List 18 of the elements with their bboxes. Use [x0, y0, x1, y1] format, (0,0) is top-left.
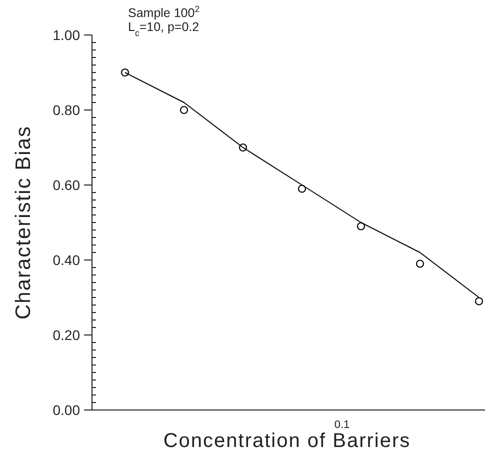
annotation: L$_{c}$=10, p=0.2: [128, 20, 200, 38]
y-tick-label: 1.00: [52, 26, 80, 43]
y-tick-label: 0.80: [52, 102, 80, 118]
y-tick-label: 0.60: [52, 176, 80, 193]
point: [416, 260, 424, 268]
text: 0.1: [334, 419, 350, 431]
text: Sample 100$^{2}$: [128, 4, 200, 20]
point: [238, 143, 248, 152]
point: [298, 184, 306, 193]
y-axis-title: Characteristic Bias: [12, 125, 35, 320]
text: 0.00: [52, 402, 80, 418]
point: [180, 106, 188, 114]
y-tick-label: 0.40: [52, 252, 80, 268]
point: [356, 222, 366, 230]
x-axis-title: Concentration of Barriers: [163, 430, 411, 452]
point: [120, 68, 130, 77]
point: [474, 297, 484, 306]
y-tick-label: 0.20: [52, 326, 80, 343]
